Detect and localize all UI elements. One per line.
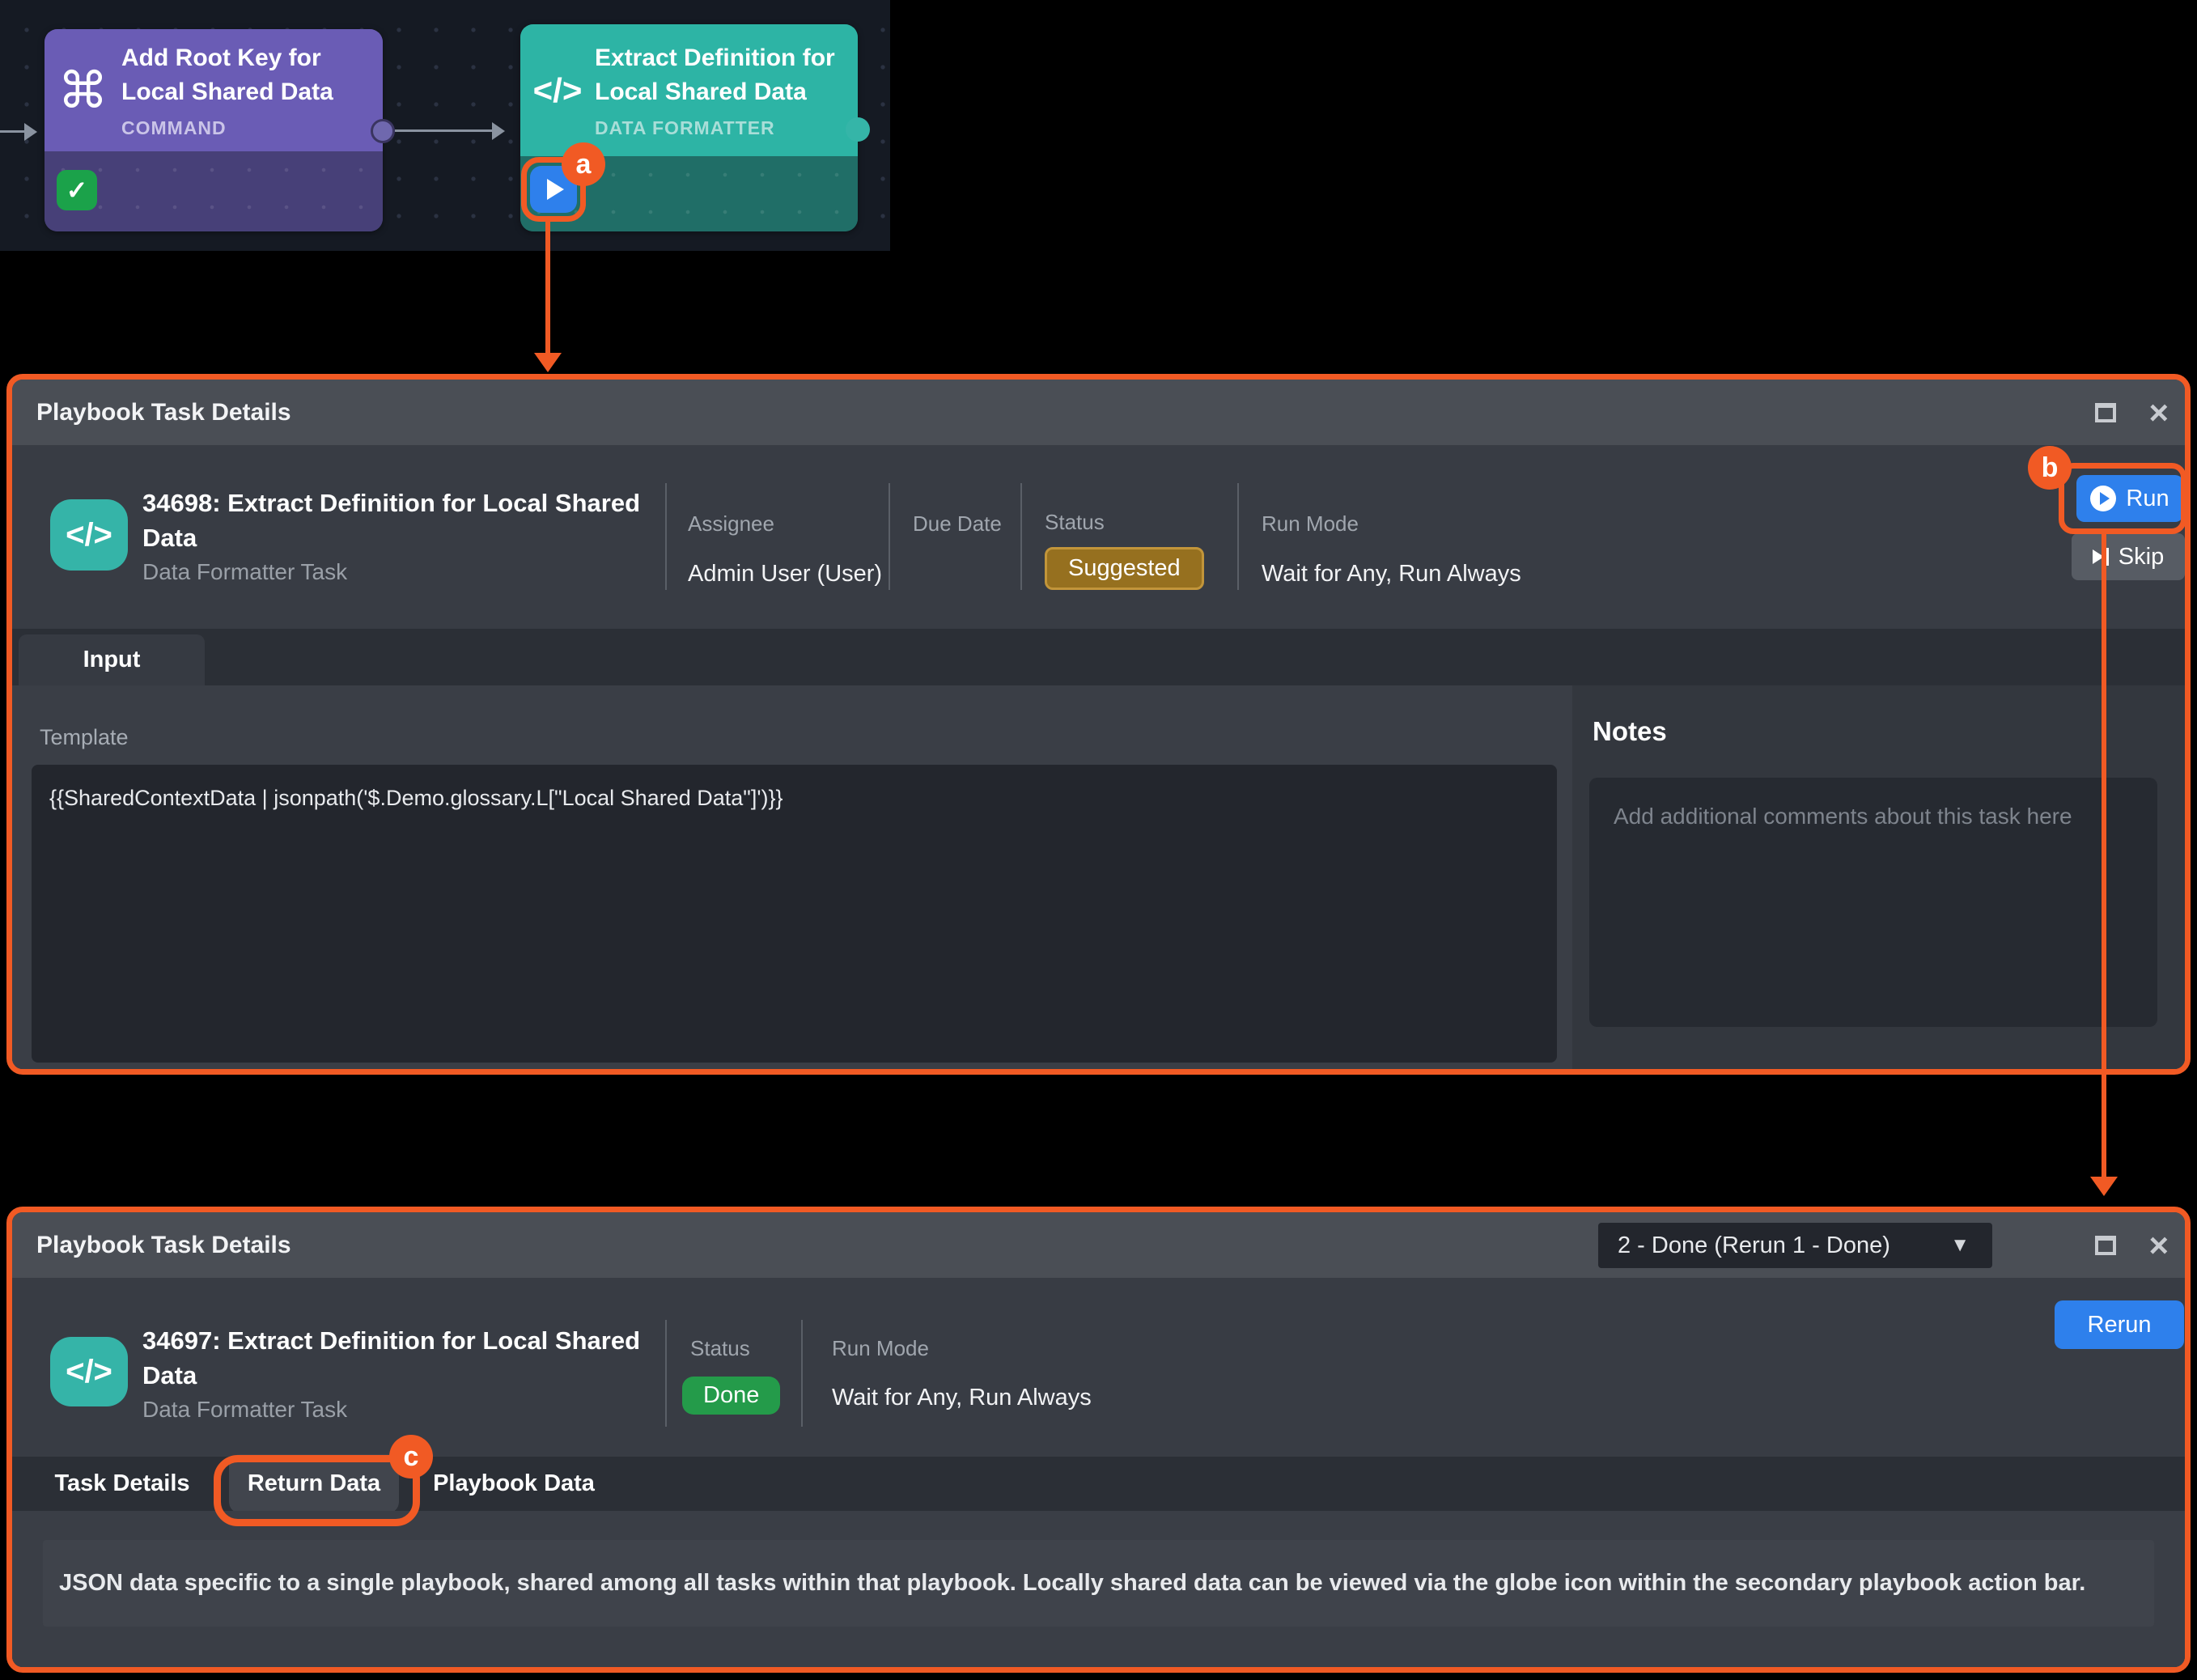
divider xyxy=(1020,483,1022,590)
annotation-ring-c xyxy=(214,1455,420,1526)
panel-title: Playbook Task Details xyxy=(36,398,291,426)
tab-playbook-data[interactable]: Playbook Data xyxy=(429,1457,599,1511)
skip-icon xyxy=(2092,548,2109,566)
node-type-label: DATA FORMATTER xyxy=(595,117,775,138)
node-type-label: COMMAND xyxy=(121,117,227,138)
template-input[interactable]: {{SharedContextData | jsonpath('$.Demo.g… xyxy=(32,765,1557,1063)
maximize-icon[interactable] xyxy=(2095,402,2117,422)
code-icon: </> xyxy=(532,70,583,109)
node-add-root-key[interactable]: ⌘ Add Root Key for Local Shared Data COM… xyxy=(45,29,383,231)
run-mode-value: Wait for Any, Run Always xyxy=(832,1385,1092,1411)
annotation-ring-b xyxy=(2059,463,2186,534)
annotation-arrow-b xyxy=(2102,532,2106,1180)
tab-strip xyxy=(12,629,2185,685)
assignee-value: Admin User (User) xyxy=(688,561,883,587)
annotation-arrow-a xyxy=(545,222,550,356)
annotation-badge-b: b xyxy=(2028,446,2072,490)
notes-input[interactable] xyxy=(1589,778,2157,1027)
chevron-down-icon: ▼ xyxy=(1950,1234,1970,1256)
tab-input[interactable]: Input xyxy=(19,634,205,685)
node-footer xyxy=(45,151,383,231)
node-output-port[interactable] xyxy=(371,119,395,143)
panel-header: Playbook Task Details xyxy=(12,380,2185,445)
connector-arrow-icon xyxy=(24,123,37,141)
node-output-port[interactable] xyxy=(846,117,870,142)
tab-return-data-bg xyxy=(229,1454,399,1513)
annotation-badge-a: a xyxy=(562,142,605,186)
panel-title: Playbook Task Details xyxy=(36,1231,291,1258)
close-icon[interactable]: × xyxy=(2148,392,2169,431)
rerun-button[interactable]: Rerun xyxy=(2055,1300,2184,1349)
divider xyxy=(1237,483,1239,590)
panel-body: </> 34697: Extract Definition for Local … xyxy=(12,1278,2185,1667)
assignee-label: Assignee xyxy=(688,511,774,536)
skip-button[interactable]: Skip xyxy=(2072,533,2185,580)
node-title: Add Root Key for Local Shared Data xyxy=(121,45,333,105)
playbook-task-details-panel-2: Playbook Task Details 2 - Done (Rerun 1 … xyxy=(6,1207,2191,1673)
run-history-value: 2 - Done (Rerun 1 - Done) xyxy=(1618,1232,1890,1258)
run-mode-value: Wait for Any, Run Always xyxy=(1262,561,1521,587)
run-mode-label: Run Mode xyxy=(1262,511,1359,536)
shared-data-info-text: JSON data specific to a single playbook,… xyxy=(43,1540,2154,1627)
annotation-ring-a xyxy=(521,157,586,222)
rerun-button-label: Rerun xyxy=(2087,1311,2152,1338)
tab-return-data-label: Return Data xyxy=(247,1470,381,1496)
playbook-task-details-panel-1: Playbook Task Details × </> 34698: Extra… xyxy=(6,374,2191,1075)
connector-line xyxy=(0,130,28,133)
task-title: 34698: Extract Definition for Local Shar… xyxy=(142,489,641,552)
annotation-letter: c xyxy=(403,1440,419,1472)
close-icon[interactable]: × xyxy=(2148,1225,2169,1264)
annotation-badge-c: c xyxy=(389,1435,433,1478)
data-formatter-icon: </> xyxy=(50,1337,128,1406)
tab-return-data[interactable]: Return Data xyxy=(237,1457,391,1511)
status-badge: Done xyxy=(682,1377,781,1415)
playbook-canvas: ⌘ Add Root Key for Local Shared Data COM… xyxy=(0,0,890,251)
tab-input-label: Input xyxy=(83,647,141,672)
tab-task-details-label: Task Details xyxy=(54,1470,190,1496)
status-label: Status xyxy=(1045,510,1105,534)
connector-arrow-icon xyxy=(492,122,505,140)
task-subtitle: Data Formatter Task xyxy=(142,1397,348,1422)
check-icon: ✓ xyxy=(66,176,88,205)
divider xyxy=(665,483,667,590)
connector-line xyxy=(395,129,494,132)
template-label: Template xyxy=(40,725,129,749)
return-data-tab-content: JSON data specific to a single playbook,… xyxy=(12,1511,2185,1667)
task-complete-badge: ✓ xyxy=(57,170,97,210)
input-tab-content: Template {{SharedContextData | jsonpath(… xyxy=(12,685,2185,1069)
divider xyxy=(665,1320,667,1427)
run-play-icon xyxy=(2090,486,2117,511)
annotation-letter: b xyxy=(2041,452,2059,483)
node-title: Extract Definition for Local Shared Data xyxy=(595,45,835,105)
task-title: 34697: Extract Definition for Local Shar… xyxy=(142,1326,641,1389)
run-mode-label: Run Mode xyxy=(832,1336,929,1360)
annotation-letter: a xyxy=(575,148,592,180)
due-date-label: Due Date xyxy=(913,511,1002,536)
divider xyxy=(889,483,890,590)
status-label: Status xyxy=(690,1336,750,1360)
command-icon: ⌘ xyxy=(57,63,108,119)
run-history-dropdown[interactable]: 2 - Done (Rerun 1 - Done) ▼ xyxy=(1598,1223,1992,1268)
run-button[interactable]: Run xyxy=(2076,475,2183,522)
divider xyxy=(801,1320,803,1427)
run-button-label: Run xyxy=(2126,485,2169,511)
data-formatter-icon: </> xyxy=(50,499,128,571)
annotation-arrowhead-b xyxy=(2090,1177,2118,1196)
panel-body: </> 34698: Extract Definition for Local … xyxy=(12,445,2185,1069)
tab-playbook-data-label: Playbook Data xyxy=(433,1470,595,1496)
status-badge: Suggested xyxy=(1045,547,1204,590)
maximize-icon[interactable] xyxy=(2095,1235,2117,1255)
notes-title: Notes xyxy=(1593,716,1667,746)
task-subtitle: Data Formatter Task xyxy=(142,559,348,584)
skip-button-label: Skip xyxy=(2118,543,2165,570)
tab-task-details[interactable]: Task Details xyxy=(49,1457,195,1511)
annotation-arrowhead-a xyxy=(534,353,562,372)
play-icon xyxy=(547,179,564,200)
